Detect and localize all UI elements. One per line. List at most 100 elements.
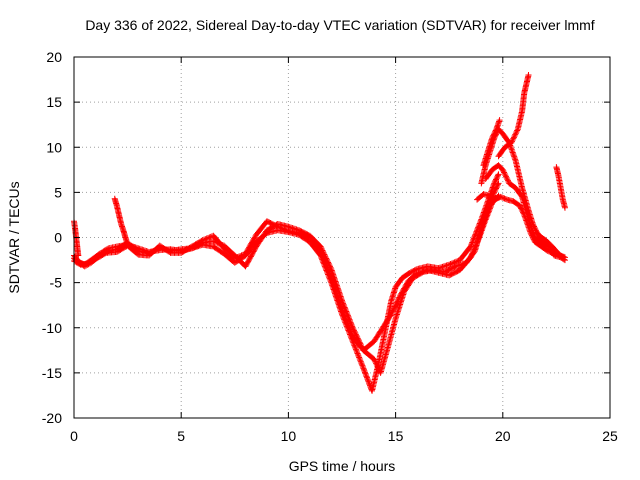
data-point [242,250,249,257]
data-point [373,361,380,368]
data-point [491,179,498,186]
data-point [475,235,482,242]
data-point [356,354,363,361]
data-point [451,263,458,270]
data-point [494,182,501,189]
data-point [493,185,500,192]
data-point [352,346,359,353]
data-point [396,294,403,301]
y-tick-label: 5 [54,184,62,200]
data-point [491,188,498,195]
data-point [395,295,402,302]
series-spike-0 [71,218,82,259]
data-point [244,246,251,253]
x-tick-label: 0 [70,428,78,444]
data-point [403,281,410,288]
data-point [296,229,303,236]
data-point [496,117,503,124]
data-point [326,271,333,278]
x-axis-label: GPS time / hours [289,458,396,474]
data-point [494,181,501,188]
data-point [500,194,507,201]
data-point [470,247,477,254]
data-point [345,322,352,329]
data-point [388,311,395,318]
data-point [484,212,491,219]
data-point [516,202,523,209]
data-point [492,127,499,134]
series-tail-22 [553,164,568,211]
data-point [390,306,397,313]
data-point [343,318,350,325]
data-point [387,312,394,319]
data-point [273,223,280,230]
data-point [402,282,409,289]
data-point [401,284,408,291]
data-point [508,139,515,146]
data-point [529,220,536,227]
data-point [503,174,510,181]
data-point [357,357,364,364]
data-point [363,374,370,381]
data-point [501,169,508,176]
chart-title: Day 336 of 2022, Sidereal Day-to-day VTE… [85,17,594,33]
data-point [319,253,326,260]
data-point [372,359,379,366]
data-point [72,258,79,265]
data-point [509,137,516,144]
data-point [469,250,476,257]
data-point [475,237,482,244]
data-point [233,254,240,261]
data-point [298,231,305,238]
data-point [399,288,406,295]
data-point [531,224,538,231]
data-point [357,358,364,365]
data-point [492,177,499,184]
data-point [345,324,352,331]
data-point [469,249,476,256]
data-point [393,300,400,307]
data-point [484,211,491,218]
data-point [351,343,358,350]
data-point [234,254,241,261]
data-point [512,130,519,137]
data-point [347,328,354,335]
data-point [277,224,284,231]
y-tick-label: -5 [50,275,63,291]
data-point [530,222,537,229]
data-point [206,234,213,241]
data-point [355,351,362,358]
y-tick-label: 10 [46,139,62,155]
data-point [198,237,205,244]
data-point [274,223,281,230]
data-point [199,237,206,244]
data-point [510,135,517,142]
data-point [486,192,493,199]
data-point [394,298,401,305]
data-point [200,236,207,243]
data-point [486,205,493,212]
data-point [490,132,497,139]
data-point [482,216,489,223]
data-point [245,245,252,252]
data-point [251,235,258,242]
data-point [361,369,368,376]
data-point [468,253,475,260]
data-point [502,172,509,179]
data-point [322,261,329,268]
data-point [342,314,349,321]
data-point [276,224,283,231]
data-point [356,355,363,362]
data-point [251,234,258,241]
data-point [511,132,518,139]
data-point [486,206,493,213]
data-point [493,184,500,191]
data-point [203,235,210,242]
data-point [390,307,397,314]
data-point [514,127,521,134]
data-point [278,225,285,232]
data-point [344,320,351,327]
x-tick-label: 25 [602,428,618,444]
data-point [323,262,330,269]
data-point [503,173,510,180]
